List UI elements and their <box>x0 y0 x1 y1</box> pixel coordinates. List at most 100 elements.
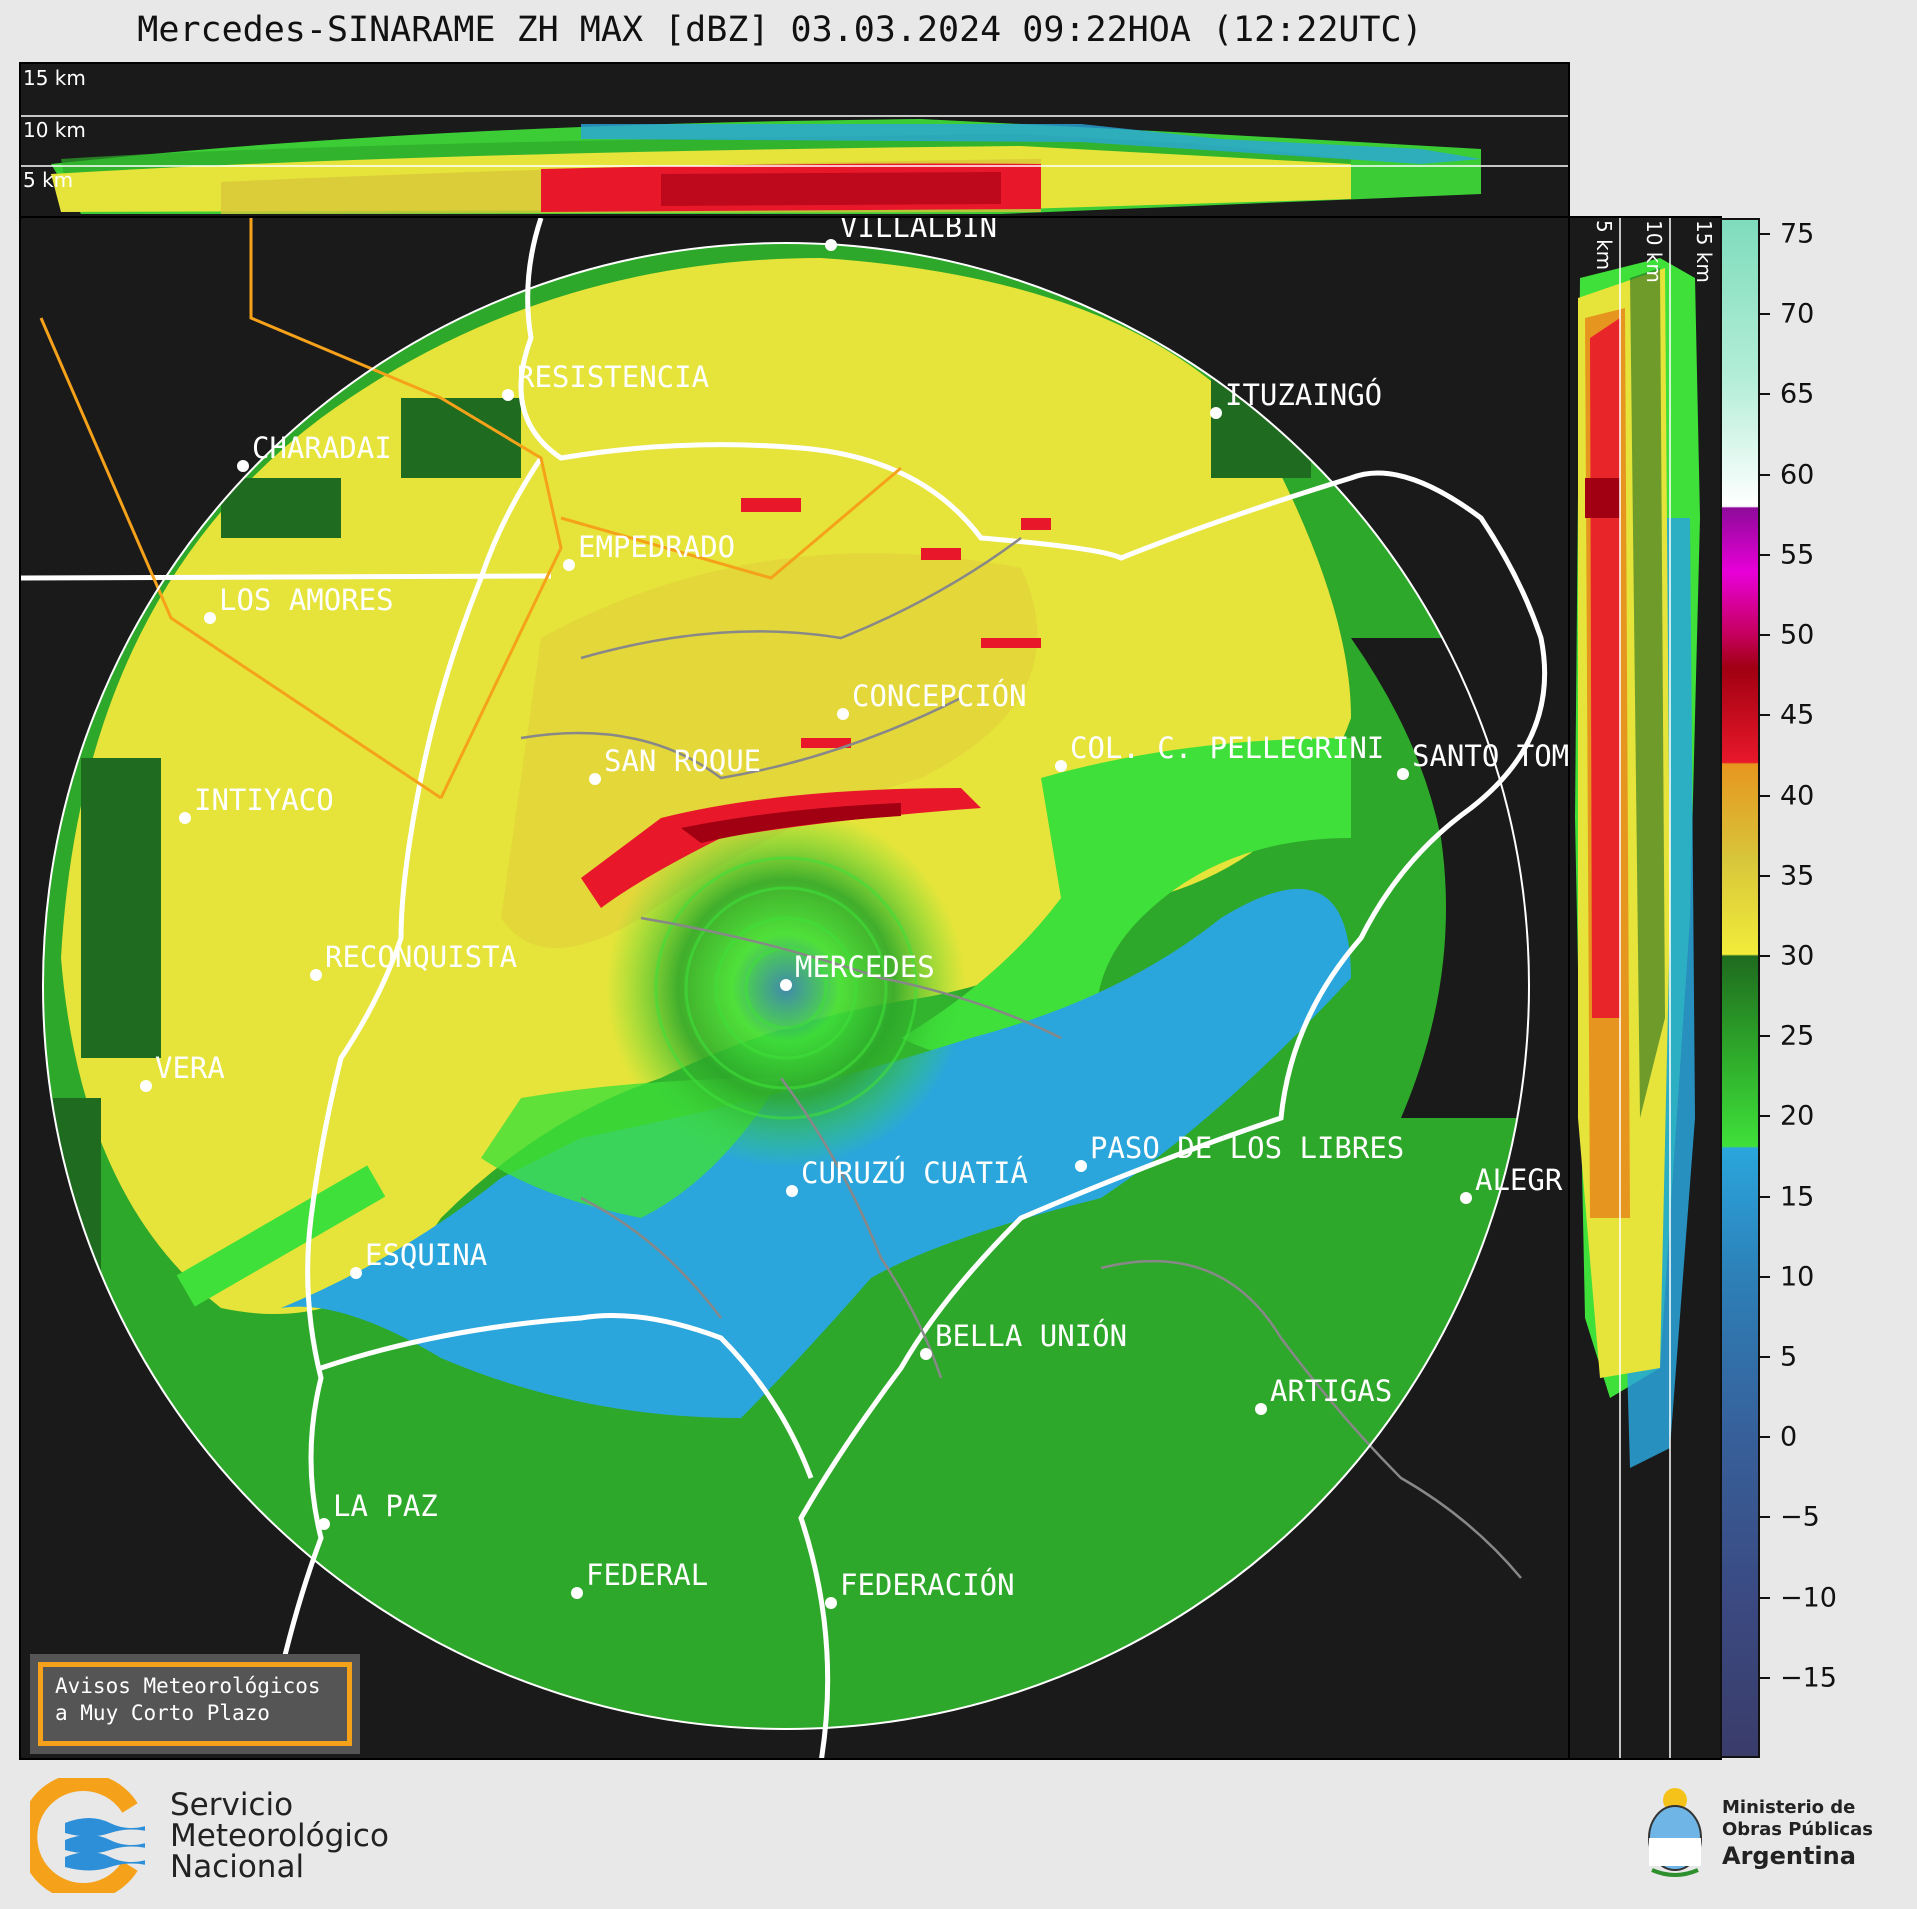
ministry-logo-line2: Obras Públicas <box>1722 1819 1873 1840</box>
city-marker: CURUZÚ CUATIÁ <box>786 1156 1028 1197</box>
top-cross-section-panel: 15 km 10 km 5 km <box>19 62 1570 218</box>
colorbar-tick-label: 20 <box>1780 1100 1815 1132</box>
city-dot <box>1075 1160 1087 1172</box>
city-dot <box>589 773 601 785</box>
city-dot <box>920 1348 932 1360</box>
city-label: INTIYACO <box>194 783 334 817</box>
warning-box-line2: a Muy Corto Plazo <box>55 1701 270 1725</box>
city-marker: EMPEDRADO <box>563 530 735 571</box>
colorbar-tick-mark <box>1760 874 1770 877</box>
city-dot <box>502 389 514 401</box>
top-altitude-label-10: 10 km <box>23 118 86 142</box>
smn-logo-icon <box>30 1778 145 1893</box>
city-dot <box>310 969 322 981</box>
city-dot <box>1255 1403 1267 1415</box>
city-dot <box>825 1597 837 1609</box>
chart-title: Mercedes-SINARAME ZH MAX [dBZ] 03.03.202… <box>137 10 1423 50</box>
colorbar-tick-mark <box>1760 393 1770 396</box>
city-dot <box>786 1185 798 1197</box>
colorbar-tick-mark <box>1760 233 1770 236</box>
warning-box: Avisos Meteorológicos a Muy Corto Plazo <box>30 1654 360 1754</box>
city-marker: VERA <box>140 1051 225 1092</box>
city-marker: FEDERACIÓN <box>825 1568 1015 1609</box>
colorbar-tick-mark <box>1760 1596 1770 1599</box>
colorbar-tick-label: 75 <box>1780 218 1815 250</box>
side-altitude-label-5: 5 km <box>1592 220 1616 271</box>
city-dot <box>563 559 575 571</box>
city-label: SANTO TOM <box>1412 739 1569 773</box>
city-label: RECONQUISTA <box>325 940 517 974</box>
city-label: BELLA UNIÓN <box>935 1319 1127 1353</box>
city-label: PASO DE LOS LIBRES <box>1090 1131 1404 1165</box>
city-label: VERA <box>155 1051 225 1085</box>
city-markers: VILLALBÍN RESISTENCIA CHARADAI ITUZAINGÓ EMP… <box>140 218 1569 1609</box>
city-label: LOS AMORES <box>219 583 394 617</box>
city-marker: LA PAZ <box>318 1489 438 1530</box>
city-label: FEDERAL <box>586 1558 708 1592</box>
city-marker: LOS AMORES <box>204 583 394 624</box>
colorbar-tick-mark <box>1760 1516 1770 1519</box>
city-label: ITUZAINGÓ <box>1225 378 1382 412</box>
city-dot <box>825 239 837 251</box>
colorbar-tick-label: 55 <box>1780 539 1815 571</box>
city-dot <box>318 1518 330 1530</box>
colorbar-tick-label: −15 <box>1780 1662 1837 1694</box>
city-dot <box>571 1587 583 1599</box>
colorbar-tick-mark <box>1760 954 1770 957</box>
ministry-logo-line1: Ministerio de <box>1722 1797 1856 1818</box>
city-marker: MERCEDES <box>780 950 935 991</box>
colorbar-tick-label: 10 <box>1780 1261 1815 1293</box>
colorbar-tick-mark <box>1760 1275 1770 1278</box>
colorbar-tick-label: 0 <box>1780 1421 1798 1453</box>
colorbar-tick-mark <box>1760 553 1770 556</box>
city-marker: BELLA UNIÓN <box>920 1319 1127 1360</box>
city-marker: ITUZAINGÓ <box>1210 378 1382 419</box>
colorbar-tick-label: 15 <box>1780 1181 1815 1213</box>
city-label: LA PAZ <box>333 1489 438 1523</box>
warning-polygons <box>39 218 902 800</box>
side-altitude-label-15: 15 km <box>1692 220 1716 283</box>
smn-logo-line1: Servicio <box>170 1787 294 1823</box>
colorbar-tick-label: 45 <box>1780 699 1815 731</box>
city-dot <box>1210 407 1222 419</box>
city-marker: VILLALBÍN <box>825 218 997 251</box>
colorbar-tick-mark <box>1760 1436 1770 1439</box>
city-label: CURUZÚ CUATIÁ <box>801 1156 1028 1190</box>
city-label: ALEGR <box>1475 1163 1563 1197</box>
warning-box-line1: Avisos Meteorológicos <box>55 1674 321 1698</box>
city-dot <box>179 812 191 824</box>
colorbar-tick-mark <box>1760 794 1770 797</box>
colorbar-tick-label: 40 <box>1780 780 1815 811</box>
city-label: EMPEDRADO <box>578 530 735 564</box>
city-label: MERCEDES <box>795 950 935 984</box>
colorbar-tick-label: 50 <box>1780 619 1815 651</box>
city-dot <box>1397 768 1409 780</box>
colorbar-tick-label: 5 <box>1780 1341 1798 1373</box>
city-dot <box>780 979 792 991</box>
colorbar-tick-mark <box>1760 473 1770 476</box>
colorbar-tick-label: −10 <box>1780 1582 1837 1614</box>
city-marker: SAN ROQUE <box>589 744 761 785</box>
colorbar-tick-label: 30 <box>1780 940 1815 972</box>
colorbar-tick-label: −5 <box>1780 1501 1820 1533</box>
colorbar-tick-mark <box>1760 1355 1770 1358</box>
city-dot <box>1055 760 1067 772</box>
city-marker: RECONQUISTA <box>310 940 517 981</box>
colorbar-tick-mark <box>1760 313 1770 316</box>
city-marker: RESISTENCIA <box>502 360 709 401</box>
city-label: SAN ROQUE <box>604 744 761 778</box>
city-dot <box>350 1267 362 1279</box>
city-marker: ALEGR <box>1460 1163 1563 1204</box>
city-label: ESQUINA <box>365 1238 487 1272</box>
smn-logo-text: Servicio Meteorológico Nacional <box>170 1790 389 1883</box>
colorbar-tick-mark <box>1760 1035 1770 1038</box>
argentina-coat-of-arms-icon <box>1648 1788 1702 1877</box>
ministry-logo-line3: Argentina <box>1722 1842 1856 1870</box>
city-label: COL. C. PELLEGRINI <box>1070 731 1384 765</box>
city-label: VILLALBÍN <box>840 218 997 244</box>
side-cross-section-panel: 5 km 10 km 15 km <box>1568 216 1722 1760</box>
province-borders <box>520 536 1522 1579</box>
international-borders <box>21 218 1548 1758</box>
city-marker: PASO DE LOS LIBRES <box>1075 1131 1404 1172</box>
smn-logo-line3: Nacional <box>170 1849 305 1885</box>
